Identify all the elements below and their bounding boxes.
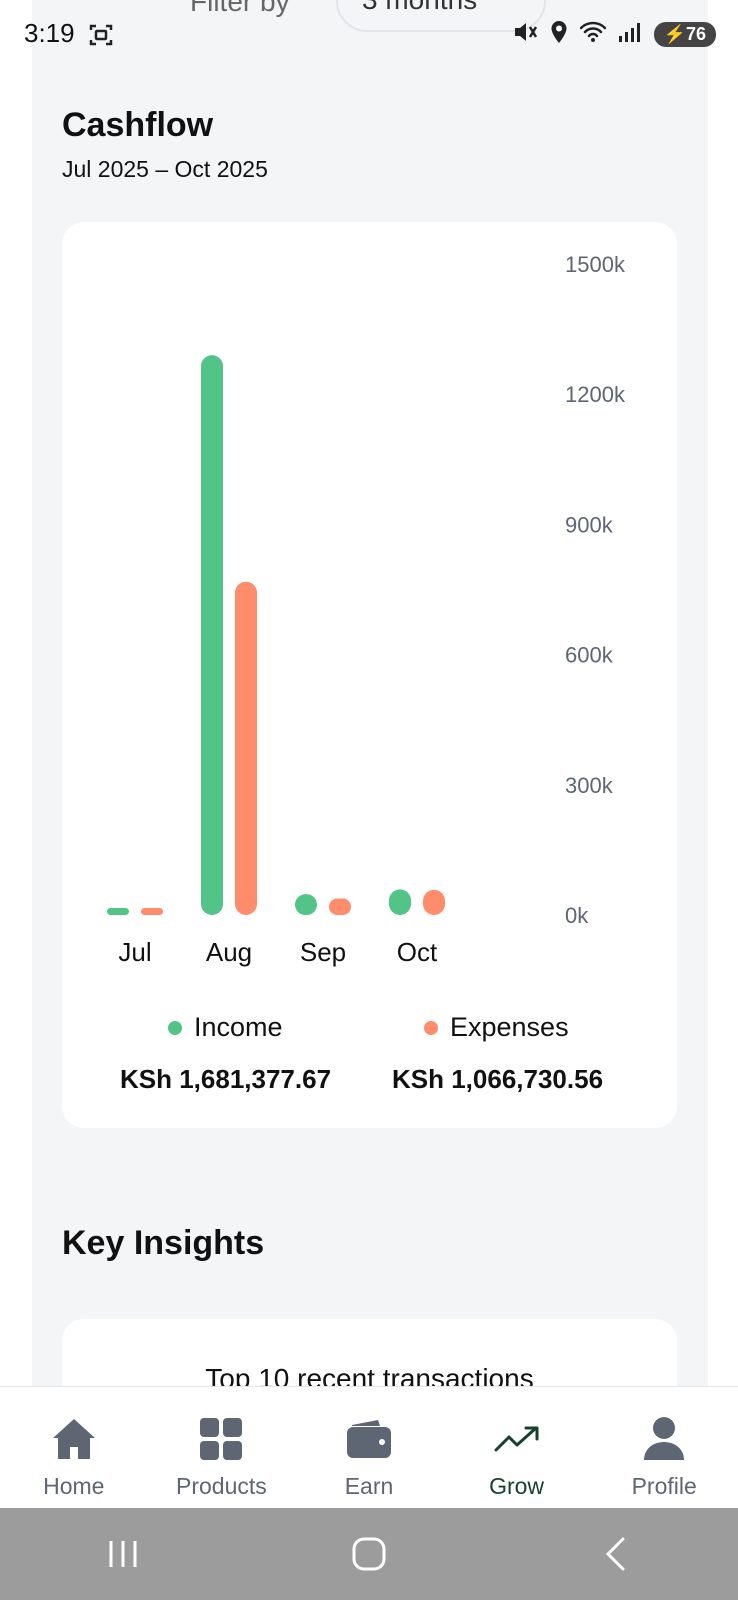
income-bar-aug[interactable]	[201, 355, 223, 915]
system-nav-bar	[0, 1508, 738, 1600]
nav-label-earn: Earn	[344, 1473, 394, 1499]
recent-apps-button[interactable]	[93, 1524, 153, 1584]
nav-label-products: Products	[176, 1473, 267, 1499]
nav-label-home: Home	[43, 1473, 105, 1499]
cashflow-title: Cashflow	[62, 106, 214, 144]
income-bar-oct[interactable]	[389, 889, 411, 915]
legend-income-dot	[168, 1020, 182, 1035]
mute-icon	[512, 20, 538, 49]
filter-period-value: 3 months	[362, 0, 477, 15]
y-tick-label: 1500k	[565, 252, 626, 277]
expenses-bar-oct[interactable]	[423, 889, 445, 915]
nav-item-earn[interactable]: Earn	[295, 1387, 443, 1508]
key-insights-title: Key Insights	[62, 1224, 265, 1262]
nav-item-grow[interactable]: Grow	[443, 1387, 591, 1508]
legend-expenses: Expenses	[424, 1012, 569, 1043]
signal-icon	[618, 21, 642, 48]
expenses-total: KSh 1,066,730.56	[392, 1064, 604, 1094]
income-bar-sep[interactable]	[295, 894, 317, 915]
filter-period-select[interactable]: 3 months	[336, 0, 546, 32]
cashflow-date-range: Jul 2025 – Oct 2025	[62, 156, 268, 182]
wallet-icon	[345, 1415, 393, 1463]
expenses-bar-jul[interactable]	[141, 908, 163, 915]
y-tick-label: 300k	[565, 773, 614, 798]
y-tick-label: 1200k	[565, 382, 626, 407]
grid-icon	[197, 1415, 245, 1463]
x-tick-label: Jul	[118, 937, 151, 967]
expenses-bar-sep[interactable]	[329, 898, 351, 915]
y-tick-label: 600k	[565, 643, 614, 668]
status-bar: 3:19 ⚡76	[0, 0, 738, 66]
legend-expenses-label: Expenses	[450, 1012, 569, 1042]
expenses-bar-aug[interactable]	[235, 581, 257, 915]
person-icon	[640, 1415, 688, 1463]
screenshot-icon	[88, 22, 114, 53]
home-icon	[50, 1415, 98, 1463]
x-tick-label: Sep	[300, 937, 346, 967]
nav-label-grow: Grow	[489, 1473, 545, 1499]
nav-item-home[interactable]: Home	[0, 1387, 148, 1508]
nav-item-products[interactable]: Products	[148, 1387, 296, 1508]
filter-label: Filter by	[190, 0, 290, 17]
x-tick-label: Oct	[397, 937, 438, 967]
y-tick-label: 900k	[565, 512, 614, 537]
trend-up-icon	[493, 1415, 541, 1463]
bottom-nav: Home Products Earn Grow Profile	[0, 1386, 738, 1508]
battery-indicator: ⚡76	[653, 22, 716, 47]
income-total: KSh 1,681,377.67	[120, 1064, 332, 1094]
wifi-icon	[579, 21, 606, 48]
legend-income: Income	[168, 1012, 283, 1043]
income-bar-jul[interactable]	[107, 908, 129, 915]
back-button[interactable]	[585, 1524, 645, 1584]
nav-item-profile[interactable]: Profile	[590, 1387, 738, 1508]
nav-label-profile: Profile	[631, 1473, 697, 1499]
home-button[interactable]	[339, 1524, 399, 1584]
x-tick-label: Aug	[206, 937, 252, 967]
legend-income-label: Income	[194, 1012, 283, 1042]
legend-expenses-dot	[424, 1020, 438, 1035]
cashflow-chart-card: 1500k 1200k 900k 600k 300k 0k Jul Aug Sep Oct Inc…	[62, 222, 677, 1128]
battery-level: 76	[685, 24, 706, 44]
location-icon	[550, 20, 568, 49]
y-tick-label: 0k	[565, 903, 589, 928]
status-time: 3:19	[24, 18, 75, 48]
cashflow-bar-chart: 1500k 1200k 900k 600k 300k 0k Jul Aug Sep Oct	[107, 252, 626, 967]
